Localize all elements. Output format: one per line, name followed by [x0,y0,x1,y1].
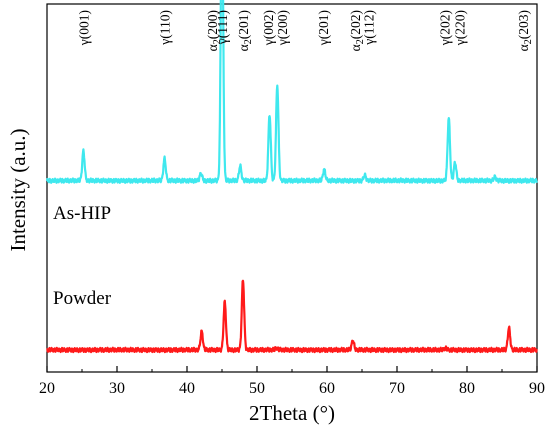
peak-label: α2(201) [236,10,254,51]
peak-label: α2(200) [205,10,223,51]
peak-labels: γ(001)γ(110)α2(200)γ(111)α2(201)γ(002)γ(… [76,10,534,51]
peak-label: γ(220) [452,10,467,46]
x-tick-label: 40 [179,380,195,397]
peak-label: γ(202) [438,10,453,46]
x-tick-label: 60 [319,380,335,397]
series-layer [45,0,539,354]
x-tick-label: 80 [459,380,475,397]
x-tick-label: 70 [389,380,405,397]
series-line-as-hip [45,0,539,184]
series-line-powder [46,279,538,354]
y-axis-title: Intensity (a.u.) [6,128,30,251]
peak-label: γ(201) [316,10,331,46]
peak-label: γ(112) [361,10,376,46]
x-tick-label: 20 [39,380,55,397]
plot-frame [46,3,538,373]
peak-label: γ(200) [275,10,290,46]
peak-label: γ(001) [76,10,91,46]
series-label-as-hip: As-HIP [53,203,111,224]
x-axis-ticks: 20 30 40 50 60 70 80 90 [39,366,545,397]
x-tick-label: 30 [109,380,125,397]
peak-label: γ(002) [261,10,276,46]
peak-label: γ(110) [158,10,173,46]
peak-label: α2(203) [516,10,534,51]
peak-label: γ(111) [215,10,230,45]
x-tick-label: 50 [249,380,265,397]
series-label-powder: Powder [53,288,112,309]
x-tick-label: 90 [529,380,545,397]
peak-label: α2(202) [348,10,366,51]
x-axis-title: 2Theta (°) [249,401,335,425]
